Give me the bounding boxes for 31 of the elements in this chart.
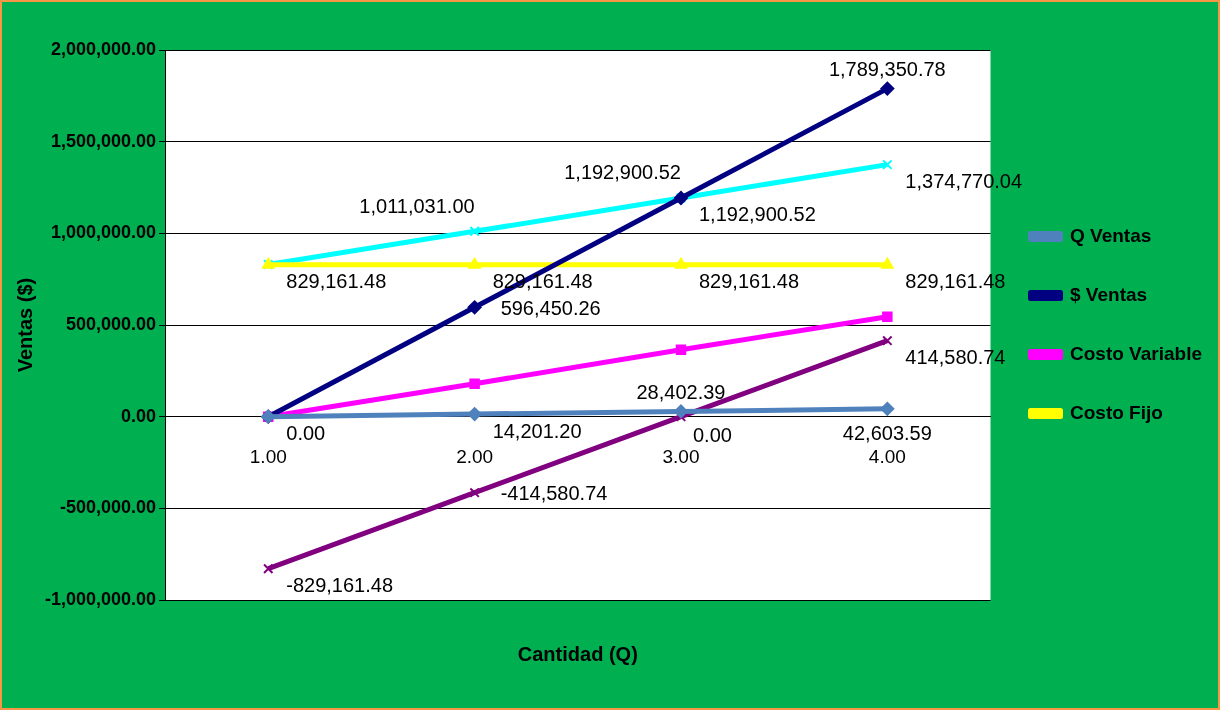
data-label: -414,580.74 (500, 482, 608, 505)
y-tick-label: 1,000,000.00 (50, 222, 157, 243)
legend-label: $ Ventas (1070, 283, 1148, 305)
data-label: 1,789,350.78 (828, 58, 946, 81)
data-label: 1,192,900.52 (698, 203, 816, 226)
data-label: 0.00 (286, 422, 326, 445)
y-tick-label: -500,000.00 (60, 497, 157, 518)
data-label: 28,402.39 (636, 380, 726, 403)
y-tick-label: 2,000,000.00 (50, 38, 157, 59)
y-tick-label: -1,000,000.00 (45, 588, 157, 609)
data-label: 829,161.48 (698, 270, 800, 293)
data-label: 0.00 (692, 424, 732, 447)
legend-label: Q Ventas (1070, 224, 1152, 246)
x-tick-label: 3.00 (662, 446, 700, 468)
legend-label: Costo Fijo (1070, 401, 1163, 423)
data-label: 42,603.59 (842, 422, 932, 445)
x-tick-label: 1.00 (249, 446, 287, 468)
data-label: 829,161.48 (286, 270, 387, 293)
x-tick-label: 2.00 (456, 446, 494, 468)
y-tick-label: 1,500,000.00 (50, 130, 157, 151)
data-label: 1,192,900.52 (564, 161, 681, 184)
x-axis-title: Cantidad (Q) (517, 642, 638, 665)
data-label: 14,201.20 (492, 419, 582, 442)
y-tick-label: 500,000.00 (66, 313, 157, 334)
y-axis-title: Ventas ($) (13, 277, 36, 373)
legend-label: Costo Variable (1070, 342, 1203, 364)
x-tick-label: 4.00 (868, 446, 906, 468)
data-label: 596,450.26 (500, 296, 601, 319)
y-tick-label: 0.00 (121, 405, 157, 426)
data-label: 1,011,031.00 (359, 194, 475, 217)
data-label: -829,161.48 (286, 574, 394, 597)
